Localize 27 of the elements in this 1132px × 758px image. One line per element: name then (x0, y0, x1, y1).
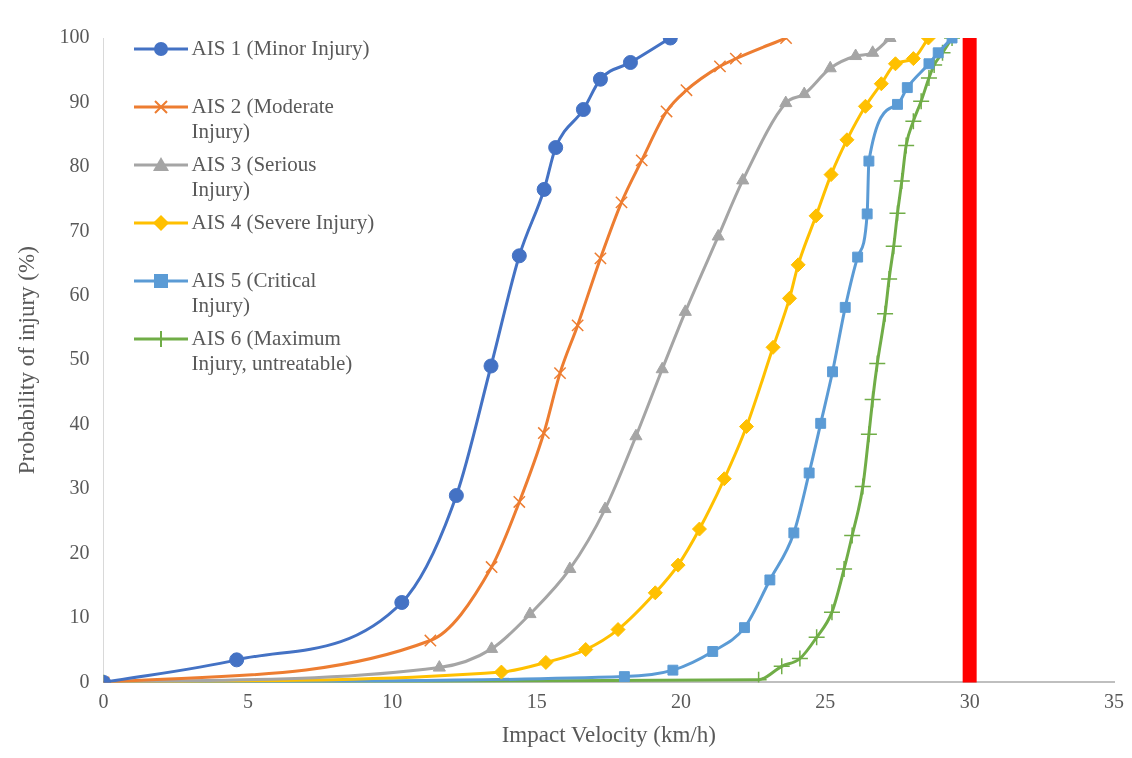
x-tick-label: 25 (815, 689, 836, 712)
legend-label: AIS 3 (Serious Injury) (191, 152, 318, 202)
y-tick-label: 50 (69, 347, 90, 370)
x-tick-label: 10 (382, 689, 403, 712)
y-axis-title: Probability of injury (%) (13, 246, 39, 475)
y-tick-label: 90 (69, 89, 90, 112)
y-tick-label: 60 (69, 283, 90, 306)
x-axis-title: Impact Velocity (km/h) (501, 722, 716, 748)
x-tick-label: 30 (959, 689, 980, 712)
x-tick-label: 0 (98, 689, 109, 712)
x-tick-label: 20 (670, 689, 691, 712)
y-tick-label: 100 (59, 25, 90, 48)
x-tick-label: 15 (526, 689, 547, 712)
y-tick-label: 80 (69, 154, 90, 177)
x-tick-label: 35 (1104, 689, 1124, 712)
y-tick-label: 20 (69, 540, 90, 563)
legend-label: AIS 6 (Maximum Injury, untreatable) (191, 326, 354, 376)
y-tick-label: 0 (79, 669, 90, 692)
legend-label: AIS 2 (Moderate Injury) (191, 94, 335, 144)
y-tick-label: 10 (69, 605, 90, 628)
y-tick-label: 30 (69, 476, 90, 499)
y-tick-label: 40 (69, 411, 90, 434)
y-tick-label: 70 (69, 218, 90, 241)
x-tick-label: 5 (242, 689, 253, 712)
legend-label: AIS 5 (Critical Injury) (191, 268, 318, 318)
legend-label: AIS 4 (Severe Injury) (191, 210, 376, 235)
legend-label: AIS 1 (Minor Injury) (191, 36, 371, 61)
